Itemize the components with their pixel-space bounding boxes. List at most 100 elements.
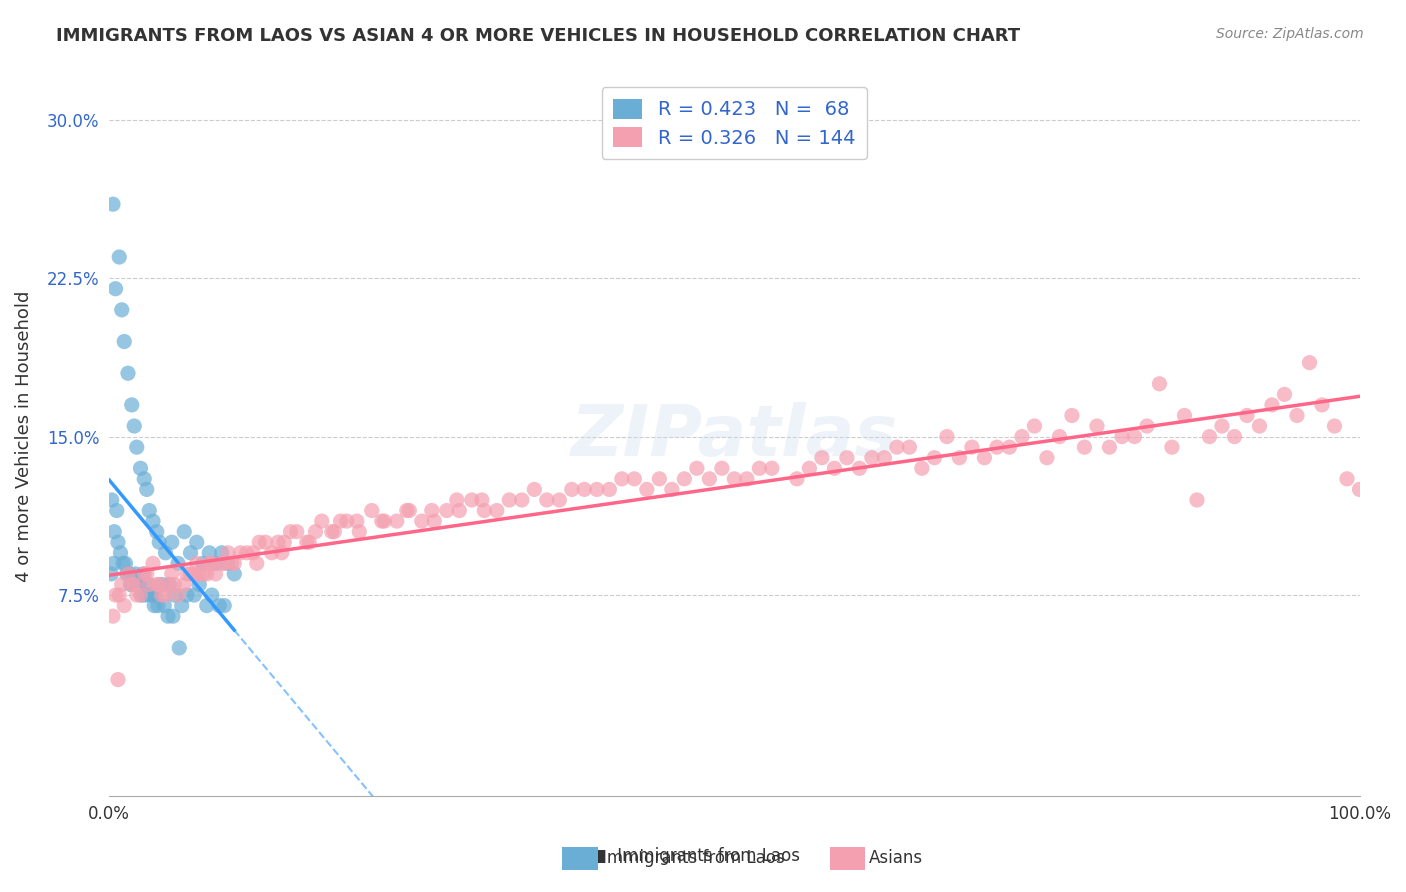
- Point: [510, 493, 533, 508]
- Point: [710, 461, 733, 475]
- Text: Immigrants from Laos: Immigrants from Laos: [602, 849, 785, 867]
- Point: [170, 599, 193, 613]
- Point: [699, 472, 721, 486]
- Point: [150, 588, 173, 602]
- Point: [103, 524, 125, 539]
- Point: [103, 557, 125, 571]
- Point: [1323, 419, 1346, 434]
- Point: [111, 557, 134, 571]
- Point: [135, 566, 157, 581]
- Point: [160, 566, 183, 581]
- Point: [104, 282, 127, 296]
- Text: ■  Immigrants from Laos: ■ Immigrants from Laos: [591, 847, 800, 865]
- Point: [125, 440, 148, 454]
- Point: [127, 577, 149, 591]
- Point: [125, 588, 148, 602]
- Point: [420, 503, 443, 517]
- Point: [686, 461, 709, 475]
- Point: [472, 503, 495, 517]
- Point: [349, 524, 371, 539]
- Point: [229, 546, 252, 560]
- Point: [143, 599, 166, 613]
- Point: [167, 640, 190, 655]
- Point: [195, 566, 218, 581]
- Point: [134, 472, 156, 486]
- Point: [179, 566, 201, 581]
- Point: [960, 440, 983, 454]
- Point: [935, 429, 957, 443]
- Point: [1173, 409, 1195, 423]
- Point: [260, 546, 283, 560]
- Point: [986, 440, 1008, 454]
- Point: [886, 440, 908, 454]
- Point: [536, 493, 558, 508]
- Point: [748, 461, 770, 475]
- Point: [1198, 429, 1220, 443]
- Point: [105, 503, 128, 517]
- Point: [134, 588, 156, 602]
- Point: [122, 419, 145, 434]
- Point: [1024, 419, 1046, 434]
- Point: [1249, 419, 1271, 434]
- Point: [217, 557, 239, 571]
- Point: [998, 440, 1021, 454]
- Point: [195, 599, 218, 613]
- Point: [280, 524, 302, 539]
- Point: [1336, 472, 1358, 486]
- Point: [321, 524, 343, 539]
- Point: [273, 535, 295, 549]
- Point: [142, 557, 165, 571]
- Point: [150, 577, 173, 591]
- Point: [1348, 483, 1371, 497]
- Point: [561, 483, 583, 497]
- Point: [548, 493, 571, 508]
- Point: [1149, 376, 1171, 391]
- Point: [247, 535, 270, 549]
- Point: [204, 557, 226, 571]
- Point: [1085, 419, 1108, 434]
- Point: [173, 524, 195, 539]
- Point: [323, 524, 346, 539]
- Point: [122, 577, 145, 591]
- Point: [100, 566, 122, 581]
- Point: [107, 535, 129, 549]
- Point: [898, 440, 921, 454]
- Point: [148, 577, 170, 591]
- Point: [179, 546, 201, 560]
- Point: [107, 673, 129, 687]
- Point: [148, 535, 170, 549]
- Point: [648, 472, 671, 486]
- Point: [153, 599, 176, 613]
- Point: [254, 535, 277, 549]
- Point: [1285, 409, 1308, 423]
- Point: [948, 450, 970, 465]
- Point: [112, 334, 135, 349]
- Point: [183, 566, 205, 581]
- Point: [163, 588, 186, 602]
- Point: [224, 557, 246, 571]
- Point: [221, 557, 243, 571]
- Point: [145, 524, 167, 539]
- Point: [267, 535, 290, 549]
- Point: [100, 493, 122, 508]
- Point: [1223, 429, 1246, 443]
- Point: [623, 472, 645, 486]
- Point: [598, 483, 620, 497]
- Point: [145, 588, 167, 602]
- Point: [823, 461, 845, 475]
- Point: [835, 450, 858, 465]
- Point: [461, 493, 484, 508]
- Point: [423, 514, 446, 528]
- Text: Source: ZipAtlas.com: Source: ZipAtlas.com: [1216, 27, 1364, 41]
- Point: [786, 472, 808, 486]
- Point: [1185, 493, 1208, 508]
- Point: [111, 577, 134, 591]
- Point: [311, 514, 333, 528]
- Point: [585, 483, 607, 497]
- Point: [811, 450, 834, 465]
- Point: [471, 493, 494, 508]
- Point: [1049, 429, 1071, 443]
- Point: [485, 503, 508, 517]
- Point: [1136, 419, 1159, 434]
- Point: [1274, 387, 1296, 401]
